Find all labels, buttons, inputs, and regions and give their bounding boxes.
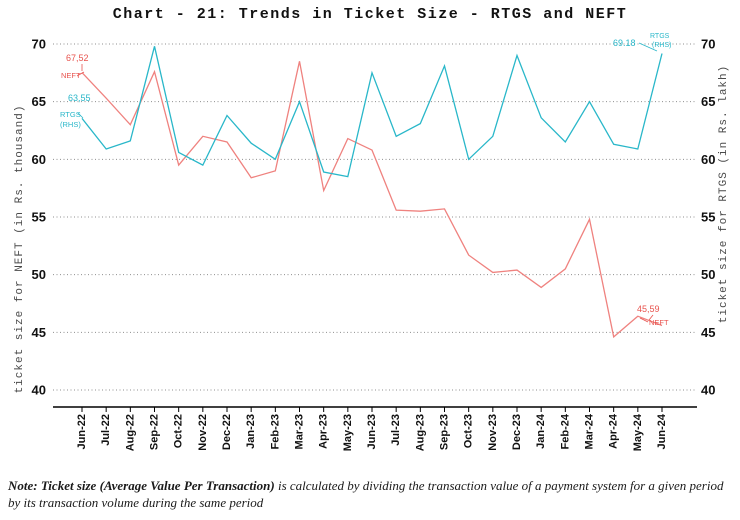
month-label: Apr-24	[608, 413, 620, 449]
annotation-6752: 67,52	[66, 53, 89, 63]
chart-title: Chart - 21: Trends in Ticket Size - RTGS…	[112, 6, 628, 23]
left-tick-label: 50	[32, 267, 46, 282]
annotation-neft: NEFT	[61, 71, 81, 80]
right-tick-label: 70	[701, 37, 715, 52]
leader-line	[76, 71, 85, 77]
month-label: Oct-22	[173, 414, 185, 448]
rtgs-line	[81, 46, 663, 178]
annotation-rhs: (RHS)	[60, 120, 81, 129]
month-label: Jun-23	[366, 414, 378, 449]
leader-line	[77, 112, 84, 119]
annotation-neft: NEFT	[649, 318, 669, 327]
annotation-rtgs: RTGS	[60, 110, 81, 119]
month-label: Sep-22	[149, 414, 161, 450]
right-tick-label: 65	[701, 94, 715, 109]
footnote: Note: Ticket size (Average Value Per Tra…	[8, 478, 734, 512]
left-tick-label: 65	[32, 94, 46, 109]
month-label: Apr-23	[318, 414, 330, 449]
footnote-text: is calculated by dividing the transactio…	[8, 478, 724, 510]
right-tick-label: 50	[701, 267, 715, 282]
month-label: Dec-23	[511, 414, 523, 450]
left-tick-label: 70	[32, 37, 46, 52]
leader-line	[639, 317, 649, 323]
month-label: May-23	[342, 414, 354, 451]
month-label: Feb-23	[269, 414, 281, 449]
month-label: Sep-23	[439, 414, 451, 450]
month-label: Oct-23	[463, 414, 475, 448]
left-tick-label: 60	[32, 152, 46, 167]
right-tick-label: 60	[701, 152, 715, 167]
chart-canvas: 40 40 45 45 50 50 55 55 60 60 65 65 70 70 Jun-22 Jul-22…	[32, 33, 716, 451]
month-label: Mar-24	[584, 413, 596, 449]
month-label: Jan-23	[245, 414, 257, 449]
leader-line	[638, 42, 658, 52]
right-axis-title: ticket size for RTGS (in Rs. lakh)	[718, 64, 730, 324]
right-tick-label: 55	[701, 210, 715, 225]
month-label: Nov-22	[197, 414, 209, 451]
annotation-4559: 45,59	[637, 304, 660, 314]
left-tick-label: 55	[32, 210, 46, 225]
month-label: Jan-24	[535, 413, 547, 449]
left-tick-label: 45	[32, 325, 46, 340]
annotation-6355: 63,55	[68, 93, 91, 103]
month-label: Jun-22	[76, 414, 88, 449]
month-label: Aug-22	[124, 414, 136, 451]
annotation-rhs: (RHS)	[652, 42, 671, 49]
right-tick-label: 40	[701, 383, 715, 398]
leader-line	[648, 314, 654, 321]
month-label: Jun-24	[656, 413, 668, 449]
month-label: Jul-22	[100, 414, 112, 446]
month-label: Jul-23	[390, 414, 402, 446]
right-tick-label: 45	[701, 325, 715, 340]
neft-line	[81, 61, 663, 339]
annotation-rtgs: RTGS	[650, 33, 670, 40]
month-label: May-24	[632, 413, 644, 451]
left-axis-title: ticket size for NEFT (in Rs. thousand)	[14, 104, 26, 394]
month-label: Aug-23	[414, 414, 426, 451]
annotation-6918: 69.18	[613, 38, 636, 48]
footnote-bold-text: Note: Ticket size (Average Value Per Tra…	[8, 478, 275, 493]
left-tick-label: 40	[32, 383, 46, 398]
month-label: Dec-22	[221, 414, 233, 450]
month-label: Nov-23	[487, 414, 499, 451]
month-label: Mar-23	[294, 414, 306, 449]
month-label: Feb-24	[559, 413, 571, 449]
